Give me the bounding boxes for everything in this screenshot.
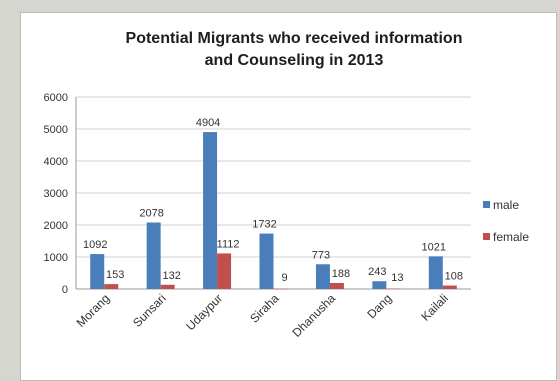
y-tick-label: 4000 xyxy=(44,156,68,168)
bar-male-morang xyxy=(90,254,105,289)
x-tick-label: Kailali xyxy=(418,291,451,324)
bar-female-udaypur xyxy=(217,253,232,289)
data-label-male: 773 xyxy=(312,249,330,261)
legend-swatch-female xyxy=(483,233,490,240)
data-label-male: 2078 xyxy=(139,208,163,220)
chart-title-line-2: and Counseling in 2013 xyxy=(205,52,384,69)
x-tick-label: Morang xyxy=(74,291,113,330)
bar-male-sunsari xyxy=(146,222,161,289)
y-tick-label: 2000 xyxy=(44,220,68,232)
bar-female-morang xyxy=(104,284,119,289)
data-label-female: 188 xyxy=(332,268,350,280)
data-label-female: 132 xyxy=(162,270,180,282)
data-label-male: 1732 xyxy=(252,219,276,231)
y-tick-label: 1000 xyxy=(44,252,68,264)
data-label-female: 153 xyxy=(106,269,124,281)
bars xyxy=(90,132,457,290)
bar-male-dang xyxy=(372,281,387,289)
data-label-female: 13 xyxy=(391,272,403,284)
data-label-male: 1021 xyxy=(422,241,446,253)
data-label-male: 243 xyxy=(368,266,386,278)
gridlines xyxy=(76,96,471,290)
y-tick-label: 3000 xyxy=(44,188,68,200)
x-axis-ticks: Morang Sunsari Udaypur Siraha Dhanusha Dang Ka… xyxy=(74,291,451,340)
legend-swatch-male xyxy=(483,201,490,208)
y-tick-label: 5000 xyxy=(44,124,68,136)
data-label-female: 9 xyxy=(281,272,287,284)
y-tick-label: 6000 xyxy=(44,92,68,104)
legend-label-male: male xyxy=(493,198,519,212)
bar-male-kailali xyxy=(428,256,443,289)
chart-container: Potential Migrants who received informat… xyxy=(20,12,557,381)
x-tick-label: Siraha xyxy=(247,291,282,326)
x-tick-label: Udaypur xyxy=(183,291,225,333)
chart-title-line-1: Potential Migrants who received informat… xyxy=(126,30,463,47)
y-axis: 0 1000 2000 3000 4000 5000 6000 xyxy=(44,92,471,296)
bar-female-kailali xyxy=(442,285,457,289)
bar-female-dang xyxy=(386,288,401,290)
legend-label-female: female xyxy=(493,230,529,244)
x-tick-label: Sunsari xyxy=(130,291,169,330)
bar-male-siraha xyxy=(259,233,274,289)
data-label-female: 1112 xyxy=(217,238,240,250)
bar-female-siraha xyxy=(273,288,288,290)
x-tick-label: Dang xyxy=(364,291,394,321)
bar-male-dhanusha xyxy=(315,264,330,289)
x-tick-label: Dhanusha xyxy=(289,291,338,340)
bar-female-dhanusha xyxy=(329,282,344,289)
y-tick-label: 0 xyxy=(62,284,68,296)
legend: male female xyxy=(483,198,529,244)
bar-male-udaypur xyxy=(203,132,218,289)
bar-chart: Potential Migrants who received informat… xyxy=(44,30,530,340)
data-label-male: 1092 xyxy=(83,239,107,251)
data-label-male: 4904 xyxy=(196,117,220,129)
data-label-female: 108 xyxy=(445,271,463,283)
bar-female-sunsari xyxy=(160,284,175,289)
